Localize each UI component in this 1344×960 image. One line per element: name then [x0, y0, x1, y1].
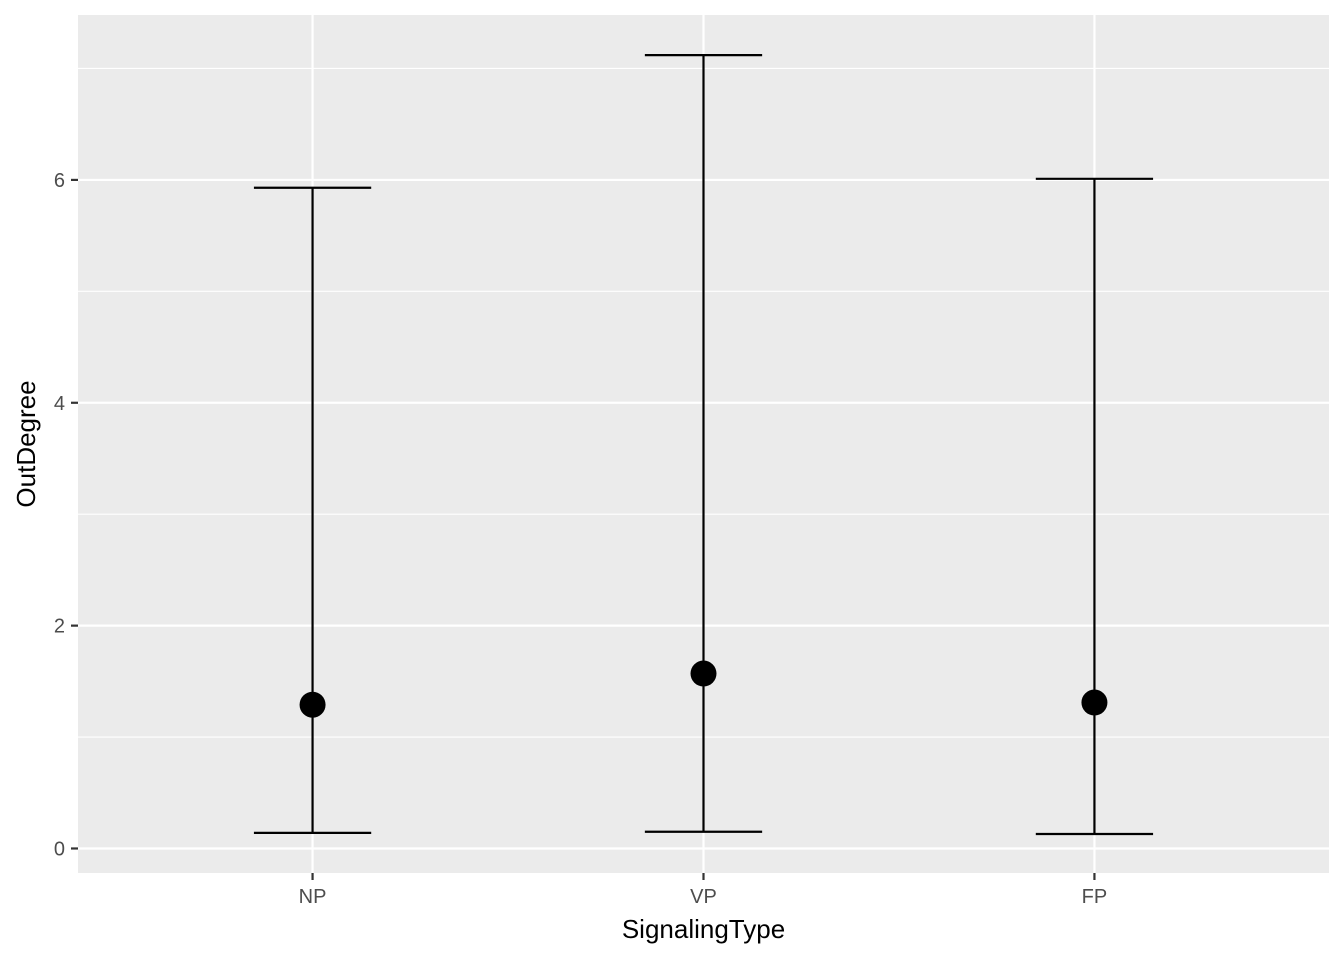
- y-axis: 0 2 4 6: [54, 170, 78, 860]
- y-axis-title: OutDegree: [11, 380, 41, 507]
- mean-point-NP: [299, 691, 326, 718]
- x-tick-label-FP: FP: [1082, 886, 1108, 908]
- y-tick-label: 4: [54, 393, 65, 415]
- errorbar-VP: [644, 54, 763, 833]
- x-tick-label-NP: NP: [299, 886, 327, 908]
- y-tick-label: 0: [54, 838, 65, 860]
- x-tick-label-VP: VP: [690, 886, 717, 908]
- y-tick-label: 2: [54, 616, 65, 638]
- data-marks: [253, 54, 1154, 836]
- mean-point-FP: [1081, 689, 1108, 716]
- errorbar-NP: [253, 186, 372, 834]
- errorbar-FP: [1035, 177, 1154, 836]
- y-tick-label: 6: [54, 170, 65, 192]
- mean-point-VP: [690, 660, 717, 687]
- x-axis-title: SignalingType: [622, 914, 785, 944]
- x-axis: NP VP FP: [299, 873, 1108, 908]
